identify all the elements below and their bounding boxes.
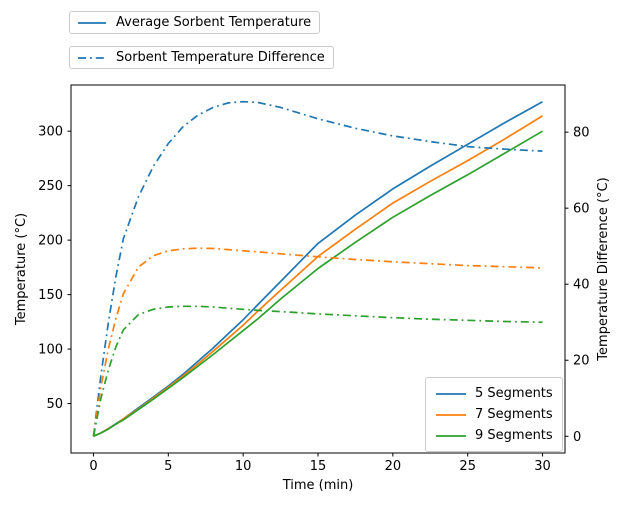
x-axis-label: Time (min) xyxy=(282,478,354,493)
legend-segments: 5 Segments 7 Segments 9 Segments xyxy=(425,377,563,452)
x-tick-label: 20 xyxy=(385,459,402,474)
legend-label: 9 Segments xyxy=(475,428,553,443)
y-tick-label-left: 100 xyxy=(38,343,63,358)
legend-sorbent-temperature-difference: Sorbent Temperature Difference xyxy=(69,46,334,69)
y-tick-label-left: 300 xyxy=(38,125,63,140)
y-tick-label-right: 40 xyxy=(573,278,590,293)
y-tick-label-left: 50 xyxy=(46,397,63,412)
legend-label: Average Sorbent Temperature xyxy=(116,15,312,30)
x-tick-label: 30 xyxy=(534,459,551,474)
y-tick-label-right: 20 xyxy=(573,354,590,369)
y-tick-label-left: 150 xyxy=(38,288,63,303)
solid-line-sample-icon xyxy=(436,413,466,416)
y-tick-label-right: 0 xyxy=(573,430,581,445)
x-tick-label: 10 xyxy=(235,459,252,474)
curve-9-segments-average xyxy=(93,130,543,437)
y-axis-label-left: Temperature (°C) xyxy=(14,213,29,326)
y-tick-label-right: 60 xyxy=(573,202,590,217)
y-tick-label-right: 80 xyxy=(573,126,590,141)
y-tick-label-left: 200 xyxy=(38,234,63,249)
x-tick-label: 0 xyxy=(89,459,97,474)
solid-line-sample-icon xyxy=(436,392,466,395)
legend-label: Sorbent Temperature Difference xyxy=(116,50,325,65)
legend-label: 5 Segments xyxy=(475,386,553,401)
y-tick-label-left: 250 xyxy=(38,179,63,194)
x-tick-label: 5 xyxy=(164,459,172,474)
curve-9-segments-difference xyxy=(92,305,543,437)
legend-item-9-segments: 9 Segments xyxy=(435,425,553,446)
y-axis-label-right: Temperature Difference (°C) xyxy=(596,177,611,361)
dashdot-line-sample-icon xyxy=(78,56,106,59)
legend-item-5-segments: 5 Segments xyxy=(435,383,553,404)
legend-label: 7 Segments xyxy=(475,407,553,422)
legend-item-7-segments: 7 Segments xyxy=(435,404,553,425)
curve-5-segments-difference xyxy=(92,100,543,437)
legend-average-sorbent-temperature: Average Sorbent Temperature xyxy=(69,11,321,34)
x-tick-label: 25 xyxy=(459,459,476,474)
solid-line-sample-icon xyxy=(78,21,106,24)
x-tick-label: 15 xyxy=(310,459,327,474)
solid-line-sample-icon xyxy=(436,434,466,437)
